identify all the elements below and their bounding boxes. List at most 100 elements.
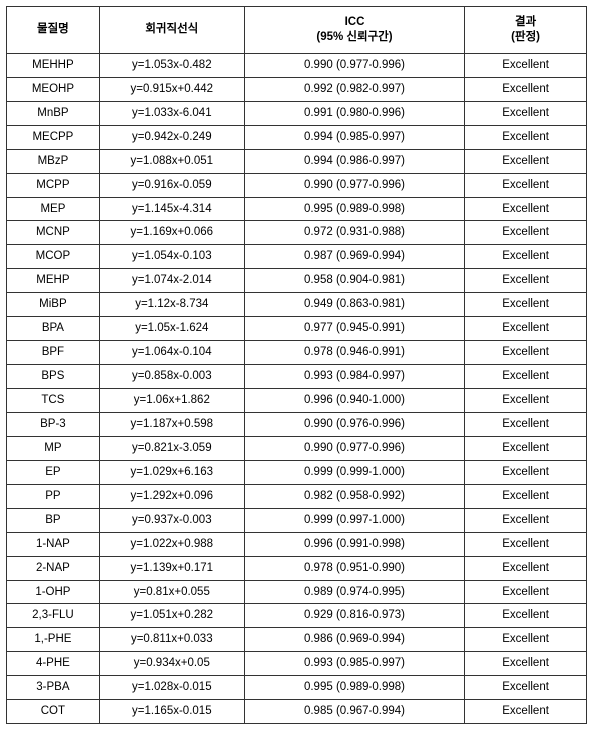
cell-regression: y=1.169x+0.066 [99,221,244,245]
cell-substance: MCPP [7,173,100,197]
cell-regression: y=1.028x-0.015 [99,676,244,700]
table-row: 1,-PHEy=0.811x+0.0330.986 (0.969-0.994)E… [7,628,587,652]
cell-substance: BPA [7,317,100,341]
cell-result: Excellent [465,221,587,245]
table-row: 3-PBAy=1.028x-0.0150.995 (0.989-0.998)Ex… [7,676,587,700]
cell-icc: 0.994 (0.986-0.997) [244,149,464,173]
header-substance: 물질명 [7,7,100,54]
cell-regression: y=1.165x-0.015 [99,700,244,724]
cell-result: Excellent [465,412,587,436]
cell-substance: 3-PBA [7,676,100,700]
cell-regression: y=1.05x-1.624 [99,317,244,341]
cell-substance: 2-NAP [7,556,100,580]
table-row: MCPPy=0.916x-0.0590.990 (0.977-0.996)Exc… [7,173,587,197]
cell-substance: PP [7,484,100,508]
cell-substance: MCOP [7,245,100,269]
cell-result: Excellent [465,484,587,508]
cell-substance: 1-OHP [7,580,100,604]
cell-result: Excellent [465,77,587,101]
cell-icc: 0.977 (0.945-0.991) [244,317,464,341]
cell-result: Excellent [465,317,587,341]
table-row: MEHHPy=1.053x-0.4820.990 (0.977-0.996)Ex… [7,53,587,77]
cell-substance: MEHP [7,269,100,293]
table-row: MECPPy=0.942x-0.2490.994 (0.985-0.997)Ex… [7,125,587,149]
table-row: BPSy=0.858x-0.0030.993 (0.984-0.997)Exce… [7,365,587,389]
cell-substance: MECPP [7,125,100,149]
cell-icc: 0.994 (0.985-0.997) [244,125,464,149]
cell-regression: y=1.051x+0.282 [99,604,244,628]
table-row: MEOHPy=0.915x+0.4420.992 (0.982-0.997)Ex… [7,77,587,101]
table-row: BPFy=1.064x-0.1040.978 (0.946-0.991)Exce… [7,341,587,365]
cell-substance: MnBP [7,101,100,125]
cell-regression: y=1.054x-0.103 [99,245,244,269]
cell-regression: y=0.942x-0.249 [99,125,244,149]
cell-substance: MEP [7,197,100,221]
cell-result: Excellent [465,101,587,125]
cell-regression: y=0.934x+0.05 [99,652,244,676]
cell-regression: y=1.033x-6.041 [99,101,244,125]
cell-substance: BP [7,508,100,532]
table-row: BP-3y=1.187x+0.5980.990 (0.976-0.996)Exc… [7,412,587,436]
cell-result: Excellent [465,700,587,724]
cell-icc: 0.996 (0.940-1.000) [244,389,464,413]
table-row: EPy=1.029x+6.1630.999 (0.999-1.000)Excel… [7,460,587,484]
cell-icc: 0.982 (0.958-0.992) [244,484,464,508]
cell-result: Excellent [465,676,587,700]
cell-result: Excellent [465,341,587,365]
cell-substance: 1-NAP [7,532,100,556]
table-row: MEPy=1.145x-4.3140.995 (0.989-0.998)Exce… [7,197,587,221]
cell-result: Excellent [465,293,587,317]
cell-substance: 2,3-FLU [7,604,100,628]
cell-regression: y=1.029x+6.163 [99,460,244,484]
cell-icc: 0.929 (0.816-0.973) [244,604,464,628]
cell-result: Excellent [465,53,587,77]
cell-icc: 0.972 (0.931-0.988) [244,221,464,245]
cell-icc: 0.989 (0.974-0.995) [244,580,464,604]
cell-regression: y=1.06x+1.862 [99,389,244,413]
table-row: MCOPy=1.054x-0.1030.987 (0.969-0.994)Exc… [7,245,587,269]
cell-result: Excellent [465,652,587,676]
cell-icc: 0.990 (0.977-0.996) [244,173,464,197]
cell-result: Excellent [465,532,587,556]
cell-regression: y=1.145x-4.314 [99,197,244,221]
cell-result: Excellent [465,197,587,221]
cell-result: Excellent [465,245,587,269]
cell-regression: y=1.088x+0.051 [99,149,244,173]
cell-icc: 0.999 (0.997-1.000) [244,508,464,532]
cell-icc: 0.990 (0.976-0.996) [244,412,464,436]
cell-regression: y=0.915x+0.442 [99,77,244,101]
cell-regression: y=0.821x-3.059 [99,436,244,460]
cell-icc: 0.999 (0.999-1.000) [244,460,464,484]
cell-icc: 0.993 (0.985-0.997) [244,652,464,676]
cell-substance: BPF [7,341,100,365]
table-row: BPy=0.937x-0.0030.999 (0.997-1.000)Excel… [7,508,587,532]
cell-result: Excellent [465,580,587,604]
cell-icc: 0.986 (0.969-0.994) [244,628,464,652]
cell-icc: 0.949 (0.863-0.981) [244,293,464,317]
table-row: TCSy=1.06x+1.8620.996 (0.940-1.000)Excel… [7,389,587,413]
table-row: MnBPy=1.033x-6.0410.991 (0.980-0.996)Exc… [7,101,587,125]
cell-substance: MP [7,436,100,460]
cell-result: Excellent [465,269,587,293]
table-row: BPAy=1.05x-1.6240.977 (0.945-0.991)Excel… [7,317,587,341]
cell-icc: 0.978 (0.946-0.991) [244,341,464,365]
cell-result: Excellent [465,508,587,532]
cell-substance: MiBP [7,293,100,317]
cell-regression: y=1.074x-2.014 [99,269,244,293]
table-row: MBzPy=1.088x+0.0510.994 (0.986-0.997)Exc… [7,149,587,173]
cell-result: Excellent [465,389,587,413]
table-row: 2,3-FLUy=1.051x+0.2820.929 (0.816-0.973)… [7,604,587,628]
cell-icc: 0.996 (0.991-0.998) [244,532,464,556]
cell-result: Excellent [465,173,587,197]
cell-regression: y=1.292x+0.096 [99,484,244,508]
cell-regression: y=0.937x-0.003 [99,508,244,532]
cell-result: Excellent [465,556,587,580]
cell-icc: 0.958 (0.904-0.981) [244,269,464,293]
cell-icc: 0.991 (0.980-0.996) [244,101,464,125]
cell-icc: 0.987 (0.969-0.994) [244,245,464,269]
table-row: MiBPy=1.12x-8.7340.949 (0.863-0.981)Exce… [7,293,587,317]
cell-icc: 0.990 (0.977-0.996) [244,53,464,77]
table-row: COTy=1.165x-0.0150.985 (0.967-0.994)Exce… [7,700,587,724]
cell-regression: y=1.022x+0.988 [99,532,244,556]
cell-regression: y=1.187x+0.598 [99,412,244,436]
